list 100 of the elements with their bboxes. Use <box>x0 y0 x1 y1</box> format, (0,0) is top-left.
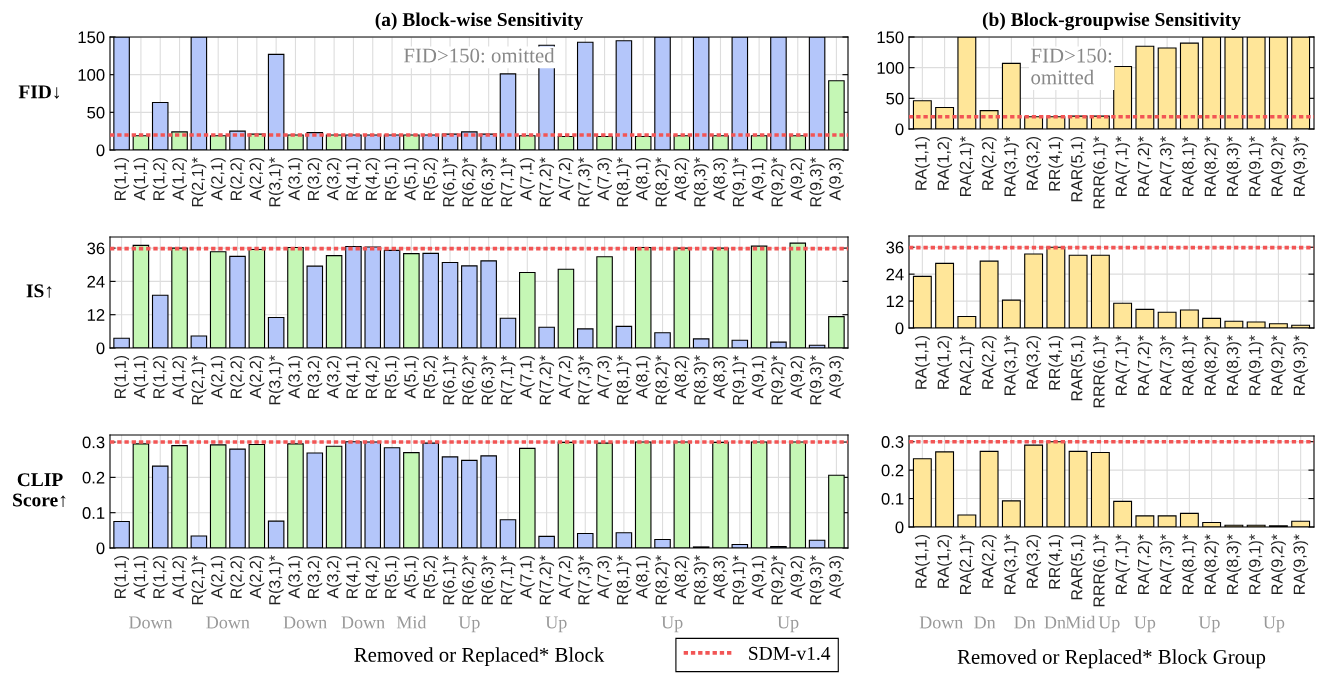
y-tick-label: 0.1 <box>881 492 904 505</box>
y-tick-label: 0 <box>895 123 904 136</box>
x-tick-label: R(4,1) <box>345 157 361 201</box>
legend-label: SDM-v1.4 <box>749 646 831 661</box>
x-tick-label: R(1,1) <box>114 157 130 201</box>
text: Dn <box>1044 616 1066 629</box>
annotation: FID>150: omitted <box>403 47 555 63</box>
text: Up <box>1198 616 1220 633</box>
y-tick-label: 150 <box>78 31 105 44</box>
text: Down <box>283 616 327 629</box>
x-tick-label: RA(7,3)* <box>1159 335 1175 395</box>
x-tick-label: RR(4,1) <box>1048 534 1064 589</box>
x-tick-label: RA(9,3)* <box>1293 136 1309 196</box>
x-tick-label: R(6,3)* <box>481 555 497 605</box>
x-tick-label: R(8,3)* <box>693 555 709 605</box>
x-tick-label: R(9,1)* <box>732 157 748 207</box>
x-tick-label: RA(8,1)* <box>1181 136 1197 196</box>
x-tick-label: RAR(5,1) <box>1070 136 1086 202</box>
x-tick-label: A(7,2) <box>558 355 574 399</box>
x-tick-label: RA(9,1)* <box>1248 136 1264 196</box>
x-tick-label: A(8,1) <box>635 555 651 599</box>
x-tick-label: RA(1,1) <box>914 335 930 389</box>
x-tick-label: R(2,1)* <box>191 355 207 405</box>
annotation: FID>150: omitted <box>1031 48 1112 85</box>
x-tick-label: A(1,1) <box>133 355 149 399</box>
x-tick-label: A(3,1) <box>288 555 303 599</box>
x-tick-label: A(2,2) <box>249 157 265 201</box>
x-tick-label: R(8,1)* <box>616 555 632 605</box>
chart-title: (a) Block-wise Sensitivity <box>375 12 584 31</box>
y-tick-label: 24 <box>886 268 904 281</box>
x-tick-label: A(3,1) <box>288 157 303 201</box>
x-tick-label: R(8,1)* <box>616 355 632 405</box>
x-tick-label: RA(3,1)* <box>1003 534 1019 594</box>
x-tick-label: RA(7,3)* <box>1159 136 1175 196</box>
x-tick-label: RR(4,1) <box>1048 335 1064 390</box>
x-tick-label: R(4,1) <box>345 355 361 399</box>
x-tick-label: R(7,1)* <box>500 555 516 605</box>
x-tick-label: RR(4,1) <box>1048 136 1064 191</box>
x-tick-label: R(2,2) <box>230 157 245 201</box>
x-tick-label: RA(8,3)* <box>1226 534 1242 594</box>
x-axis-title: Removed or Replaced* Block <box>354 647 605 667</box>
x-tick-label: A(7,3) <box>597 157 613 201</box>
x-tick-label: RA(8,2)* <box>1204 335 1220 395</box>
x-tick-label: RAR(5,1) <box>1070 335 1086 401</box>
x-tick-label: RA(1,2) <box>937 534 953 588</box>
x-tick-label: R(7,1)* <box>500 157 516 207</box>
x-tick-label: RA(8,3)* <box>1226 136 1242 196</box>
x-tick-label: A(5,1) <box>403 555 419 599</box>
x-tick-label: A(8,2) <box>674 157 690 201</box>
x-tick-label: A(1,2) <box>172 157 187 201</box>
x-tick-label: RA(7,1)* <box>1115 136 1131 196</box>
x-tick-label: A(1,2) <box>172 355 187 399</box>
x-tick-label: RA(3,1)* <box>1003 335 1019 395</box>
x-tick-label: RA(7,1)* <box>1115 335 1131 395</box>
text: Dn <box>974 616 996 629</box>
x-tick-label: R(2,2) <box>230 355 245 399</box>
y-tick-label: 36 <box>87 242 105 255</box>
y-tick-label: 100 <box>877 62 904 74</box>
x-tick-label: R(4,2) <box>365 157 381 201</box>
x-tick-label: RRR(6,1)* <box>1092 136 1108 209</box>
x-tick-label: R(7,2)* <box>539 555 555 605</box>
x-tick-label: RA(1,1) <box>914 136 930 190</box>
x-tick-label: RA(7,2)* <box>1137 136 1153 196</box>
x-tick-label: R(7,3)* <box>577 355 593 405</box>
x-tick-label: R(8,3)* <box>693 355 709 405</box>
x-tick-label: R(6,1)* <box>442 157 458 207</box>
text: Down <box>129 616 173 629</box>
x-tick-label: A(3,2) <box>326 355 342 399</box>
x-tick-label: A(2,1) <box>210 555 226 599</box>
y-tick-label: 150 <box>877 31 904 44</box>
x-tick-label: A(1,1) <box>133 555 149 599</box>
text: Dn <box>1014 616 1036 629</box>
y-tick-label: 0 <box>96 542 105 555</box>
x-tick-label: A(9,3) <box>828 157 844 201</box>
x-tick-label: R(2,1)* <box>191 555 207 605</box>
x-tick-label: RA(3,2) <box>1026 335 1042 389</box>
x-tick-label: R(1,1) <box>114 555 130 599</box>
x-tick-label: RA(1,1) <box>914 534 930 588</box>
x-tick-label: RA(9,1)* <box>1248 335 1264 395</box>
x-tick-label: R(7,2)* <box>539 355 555 405</box>
y-tick-label: 12 <box>886 295 904 308</box>
x-tick-label: A(1,2) <box>172 555 187 599</box>
x-tick-label: R(7,2)* <box>539 157 555 207</box>
x-tick-label: RRR(6,1)* <box>1092 335 1108 408</box>
x-tick-label: R(9,2)* <box>771 157 786 207</box>
x-tick-label: R(4,1) <box>345 555 361 599</box>
x-tick-label: R(6,1)* <box>442 555 458 605</box>
text: Down <box>206 616 250 629</box>
x-tick-label: R(3,1)* <box>268 355 284 405</box>
x-tick-label: R(6,1)* <box>442 355 458 405</box>
x-tick-label: A(7,2) <box>558 157 574 201</box>
x-tick-label: RA(8,3)* <box>1226 335 1242 395</box>
x-tick-label: A(8,2) <box>674 355 690 399</box>
x-tick-label: A(1,1) <box>133 157 149 201</box>
y-axis-title: IS↑ <box>26 284 52 298</box>
y-tick-label: 0.2 <box>82 471 105 484</box>
x-tick-label: R(5,1) <box>384 555 400 599</box>
x-tick-label: A(2,1) <box>210 157 226 201</box>
y-tick-label: 50 <box>87 106 105 119</box>
x-tick-label: A(8,1) <box>635 157 651 201</box>
